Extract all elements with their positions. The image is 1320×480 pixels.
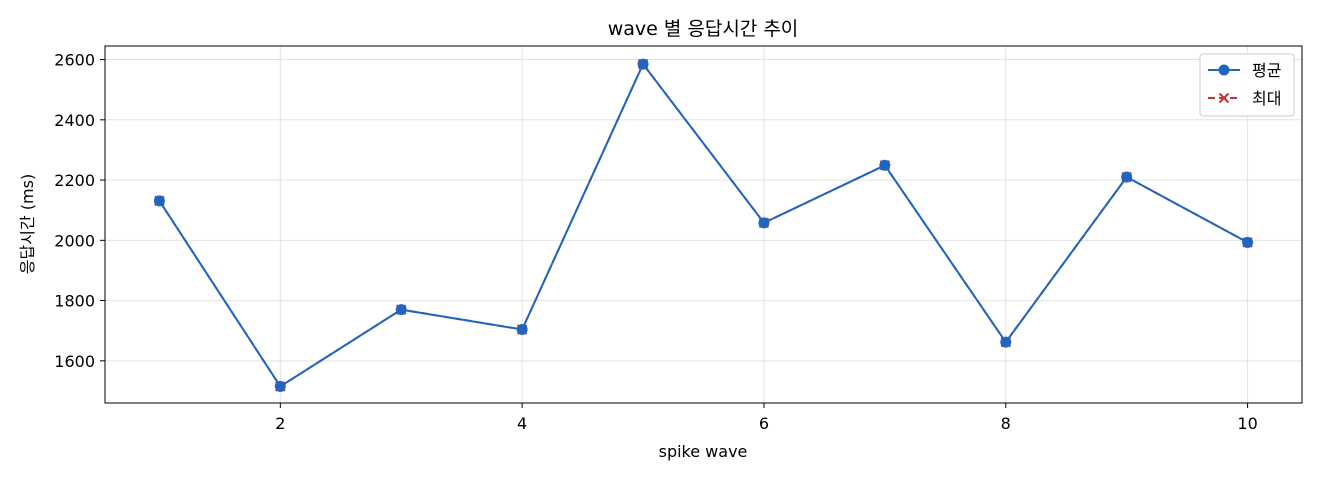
data-point-circle — [274, 380, 286, 392]
data-point-circle — [153, 195, 165, 207]
x-axis-label: spike wave — [659, 442, 748, 461]
data-point-circle — [879, 159, 891, 171]
y-tick-label: 1800 — [54, 292, 95, 311]
data-point-circle — [637, 58, 649, 70]
series-max — [154, 58, 1253, 392]
y-tick-label: 1600 — [54, 352, 95, 371]
y-tick-label: 2400 — [54, 111, 95, 130]
x-tick-label: 2 — [275, 414, 285, 433]
legend-marker — [1218, 64, 1230, 76]
x-tick-label: 4 — [517, 414, 527, 433]
series-line — [158, 63, 1249, 388]
series-average — [153, 58, 1254, 392]
y-tick-label: 2200 — [54, 171, 95, 190]
legend-entry: 평균 — [1208, 61, 1281, 80]
y-tick-label: 2600 — [54, 51, 95, 70]
chart-title: wave 별 응답시간 추이 — [608, 18, 799, 40]
data-point-circle — [395, 304, 407, 316]
legend-label: 평균 — [1252, 61, 1281, 80]
data-point-circle — [516, 323, 528, 335]
data-point-circle — [1000, 336, 1012, 348]
y-axis-label: 응답시간 (ms) — [18, 174, 37, 274]
grid — [105, 46, 1302, 403]
data-point-circle — [758, 217, 770, 229]
legend-entry: 최대 — [1208, 89, 1281, 108]
series-line — [158, 63, 1249, 388]
data-point-circle — [1121, 171, 1133, 183]
x-tick-label: 10 — [1237, 414, 1257, 433]
legend-marker — [1218, 92, 1230, 104]
y-tick-label: 2000 — [54, 231, 95, 250]
data-point-circle — [1242, 236, 1254, 248]
plot-frame — [104, 45, 1303, 404]
x-tick-label: 8 — [1001, 414, 1011, 433]
axis-ticks: 2 4 6 8 10 1600 1800 2000 2200 2400 2600 — [54, 51, 1257, 433]
x-tick-label: 6 — [759, 414, 769, 433]
legend-label: 최대 — [1252, 89, 1281, 108]
series-layer — [153, 58, 1254, 392]
